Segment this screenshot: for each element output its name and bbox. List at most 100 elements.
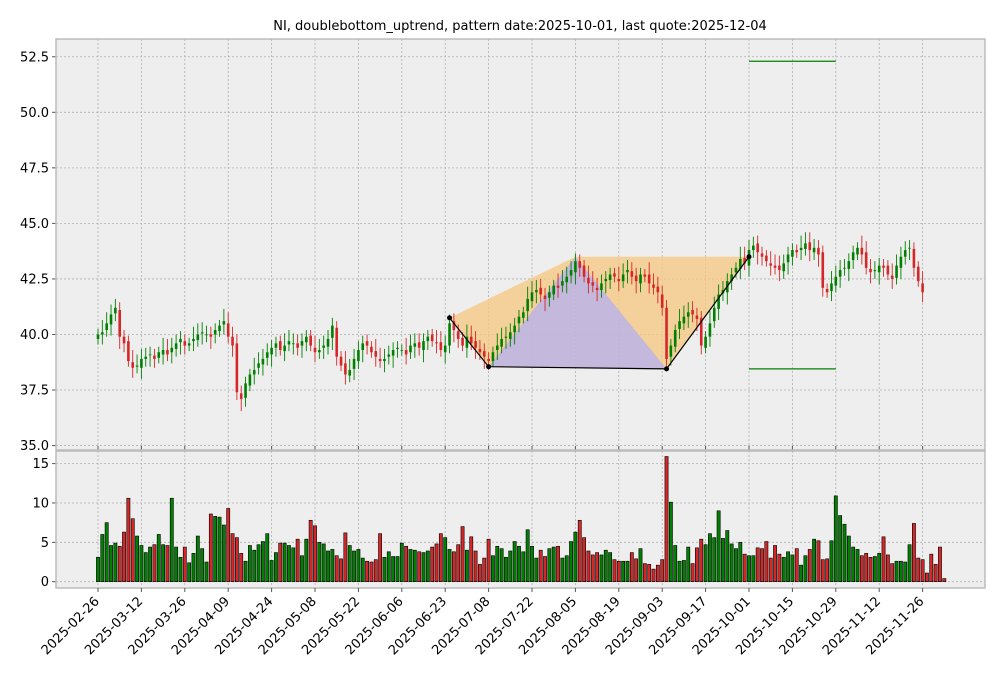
volume-bar	[590, 554, 595, 583]
candle-body	[244, 383, 247, 398]
candle-body	[153, 355, 156, 359]
volume-bar	[512, 541, 517, 583]
volume-bar	[786, 551, 790, 583]
candle-body	[179, 338, 182, 343]
volume-bar	[903, 561, 908, 583]
candle-body	[109, 314, 113, 325]
candle-body	[387, 354, 391, 357]
candle-body	[669, 345, 673, 357]
candle-body	[734, 267, 738, 273]
candle-body	[795, 250, 799, 253]
volume-bar	[100, 534, 105, 583]
candle-body	[613, 273, 616, 277]
volume-bar	[313, 525, 317, 583]
volume-bar	[725, 530, 730, 583]
candle-body	[96, 334, 100, 339]
volume-bar	[521, 551, 526, 583]
candle-body	[287, 341, 291, 345]
volume-bar	[642, 563, 647, 583]
candle-body	[890, 275, 894, 279]
volume-bar	[868, 556, 873, 583]
volume-bar	[582, 537, 586, 583]
volume-bar	[525, 529, 530, 583]
candle-body	[187, 343, 191, 346]
candle-body	[370, 346, 373, 353]
pattern-point	[486, 364, 492, 370]
candle-body	[270, 347, 273, 355]
candle-body	[239, 393, 243, 399]
candle-body	[491, 352, 495, 362]
candle-body	[587, 277, 590, 284]
candle-body	[756, 243, 759, 253]
candle-body	[704, 336, 707, 348]
volume-bar	[213, 516, 218, 583]
volume-bar	[412, 549, 417, 583]
candle-body	[413, 343, 417, 347]
candle-body	[834, 276, 838, 286]
volume-bar	[226, 508, 231, 583]
candle-body	[769, 263, 772, 266]
volume-bar	[195, 535, 200, 583]
candle-body	[461, 337, 464, 346]
candle-body	[877, 265, 881, 273]
candle-body	[404, 350, 408, 355]
volume-bar	[547, 548, 552, 583]
volume-bar	[399, 542, 404, 583]
candle-body	[699, 317, 703, 346]
candle-body	[600, 283, 603, 291]
volume-bar	[491, 555, 495, 583]
volume-bar	[174, 546, 179, 583]
y-tick-label: 50.0	[20, 106, 49, 121]
volume-bar	[356, 549, 361, 583]
volume-bar	[122, 531, 126, 583]
volume-bar	[321, 543, 326, 583]
candle-body	[595, 287, 599, 291]
volume-bar	[621, 560, 626, 583]
candle-body	[218, 325, 221, 332]
y-tick-label: 47.5	[20, 161, 49, 176]
candle-body	[782, 263, 786, 272]
candle-body	[760, 253, 764, 257]
candle-body	[357, 350, 360, 362]
volume-bar	[859, 555, 864, 583]
candle-body	[378, 358, 382, 362]
candle-body	[799, 247, 803, 251]
candle-body	[235, 343, 239, 393]
candle-body	[647, 274, 651, 284]
candle-body	[443, 345, 447, 353]
candle-body	[873, 270, 877, 272]
candle-body	[626, 270, 629, 273]
volume-bar	[169, 497, 174, 583]
volume-tick-label: 10	[32, 496, 49, 511]
volume-bar	[742, 553, 747, 583]
volume-bar	[304, 538, 309, 583]
volume-bar	[443, 537, 448, 583]
candle-body	[817, 247, 820, 255]
volume-bar	[634, 558, 639, 583]
pattern-point	[447, 315, 453, 321]
volume-bar	[434, 543, 439, 583]
volume-bar	[334, 555, 339, 583]
candle-body	[205, 334, 208, 336]
volume-bar	[308, 519, 313, 583]
candle-body	[409, 345, 412, 353]
volume-bar	[738, 542, 743, 583]
volume-bar	[278, 542, 283, 583]
volume-bar	[768, 557, 773, 583]
candle-body	[322, 345, 325, 348]
candle-body	[743, 257, 746, 264]
volume-bar	[187, 562, 192, 583]
candle-body	[665, 307, 668, 359]
candle-body	[196, 334, 200, 341]
candle-body	[825, 288, 829, 293]
candle-body	[513, 325, 516, 333]
candle-body	[812, 247, 816, 253]
volume-bar	[139, 545, 144, 583]
candle-body	[339, 356, 343, 366]
volume-bar	[287, 545, 291, 583]
volume-bar	[538, 549, 543, 583]
candle-body	[509, 332, 512, 339]
candle-body	[313, 347, 317, 353]
volume-bar	[916, 557, 921, 583]
volume-bar	[165, 545, 170, 583]
